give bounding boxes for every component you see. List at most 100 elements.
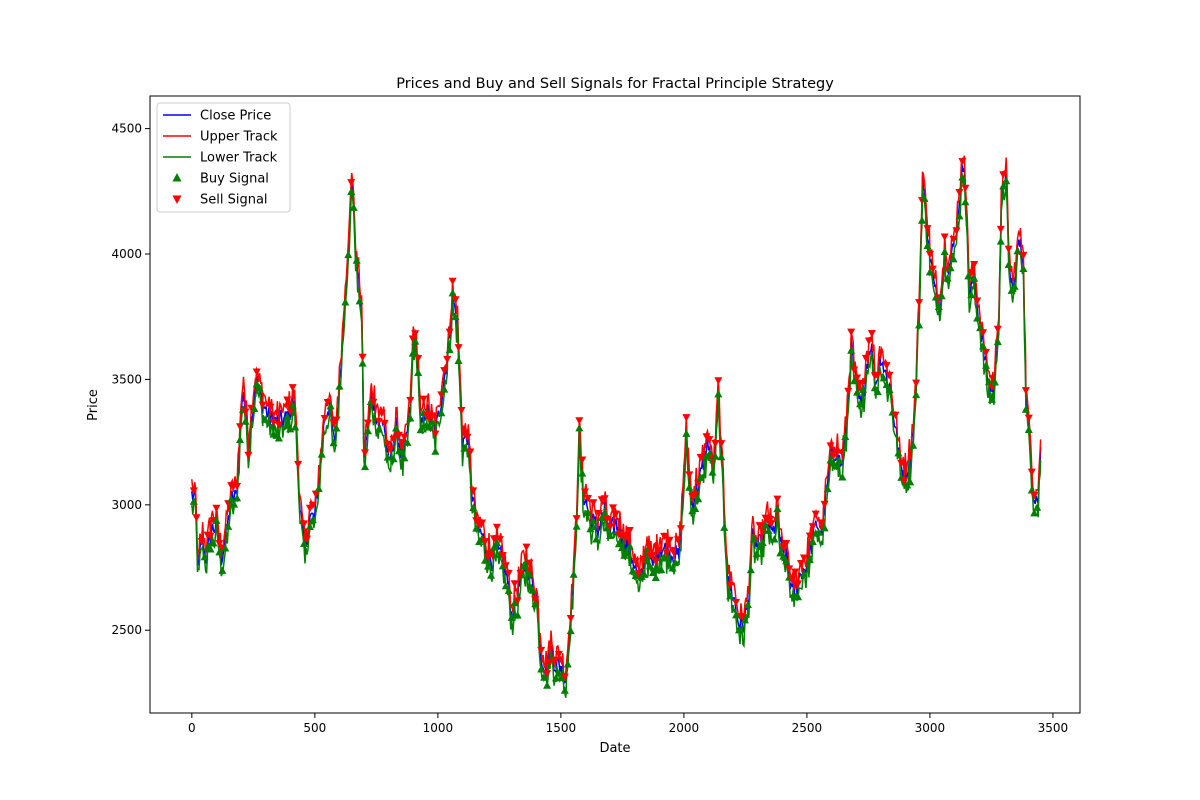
buy-signal-marker: [657, 565, 666, 574]
sell-signal-marker: [623, 533, 632, 542]
sell-signal-marker: [952, 227, 961, 235]
sell-signal-marker: [782, 539, 791, 548]
sell-signal-marker: [973, 297, 982, 305]
sell-signal-marker: [460, 429, 469, 438]
sell-signal-marker: [979, 329, 988, 337]
buy-signal-marker: [882, 380, 891, 388]
buy-signal-marker: [283, 412, 292, 420]
buy-signal-marker: [918, 216, 927, 224]
sell-signal-marker: [999, 171, 1008, 179]
buy-signal-marker: [200, 552, 209, 561]
buy-signal-marker: [856, 399, 865, 408]
buy-signal-marker: [209, 538, 218, 547]
sell-signal-marker: [685, 471, 694, 479]
sell-signal-marker: [631, 558, 640, 566]
buy-signal-marker: [961, 197, 970, 206]
sell-signal-marker: [406, 396, 415, 405]
buy-signal-marker: [758, 538, 767, 547]
sell-signal-marker: [448, 277, 457, 286]
sell-signal-marker: [603, 516, 612, 524]
y-tick-label: 2500: [111, 623, 142, 637]
sell-signal-marker: [811, 510, 820, 519]
buy-signal-marker: [288, 400, 297, 409]
sell-signal-marker: [940, 233, 949, 241]
buy-signal-marker: [406, 413, 415, 422]
sell-signal-marker: [383, 440, 392, 449]
buy-signal-marker: [934, 302, 943, 311]
buy-signal-marker: [341, 297, 350, 306]
buy-signal-marker: [999, 181, 1008, 190]
sell-signal-marker: [437, 391, 446, 399]
buy-signal-marker: [955, 211, 964, 220]
sell-signal-marker: [885, 371, 894, 380]
buy-signal-marker: [964, 271, 973, 280]
buy-signal-marker: [487, 571, 495, 579]
buy-signal-marker: [363, 426, 372, 435]
buy-signal-marker: [218, 566, 227, 574]
sell-signal-marker: [504, 569, 513, 578]
sell-signal-marker: [487, 550, 495, 558]
sell-signal-marker: [955, 188, 964, 197]
buy-signal-marker: [879, 373, 888, 382]
buy-signal-marker: [326, 401, 335, 410]
buy-signal-marker: [912, 390, 921, 399]
buy-signal-marker: [773, 504, 782, 513]
buy-signal-marker: [437, 408, 446, 417]
buy-signal-marker: [967, 290, 976, 299]
buy-signal-marker: [554, 669, 563, 677]
sell-signal-marker: [551, 656, 560, 665]
buy-signal-marker: [586, 524, 595, 533]
buy-signal-marker: [189, 497, 198, 505]
sell-signal-marker: [785, 565, 794, 573]
buy-signal-marker: [392, 424, 401, 432]
buy-signal-marker: [603, 523, 612, 532]
buy-signal-marker: [224, 522, 233, 530]
buy-signal-marker: [563, 659, 572, 668]
sell-signal-marker: [844, 387, 853, 396]
sell-signal-marker: [691, 491, 700, 499]
buy-signal-marker: [361, 462, 370, 471]
buy-signal-marker: [597, 513, 606, 522]
buy-signal-marker: [250, 404, 259, 412]
buy-signal-marker: [940, 247, 949, 256]
sell-signal-marker: [970, 261, 979, 269]
buy-signal-marker: [984, 377, 993, 386]
buy-signal-marker: [481, 556, 490, 564]
sell-signal-marker: [853, 374, 862, 382]
buy-signal-marker: [623, 549, 632, 557]
buy-signal-marker: [996, 237, 1005, 245]
buy-signal-marker: [314, 484, 323, 492]
buy-signal-marker: [510, 598, 519, 607]
sell-signal-marker: [489, 535, 498, 543]
sell-signal-marker: [498, 552, 507, 560]
buy-signal-marker: [808, 537, 817, 545]
sell-signal-marker: [522, 543, 531, 552]
sell-signal-marker: [463, 433, 472, 442]
buy-signal-marker: [923, 241, 932, 250]
sell-signal-marker: [662, 549, 671, 558]
buy-signal-marker: [1010, 282, 1019, 290]
buy-signal-marker: [519, 561, 528, 570]
buy-signal-marker: [472, 524, 481, 532]
x-tick-label: 2000: [669, 721, 700, 735]
legend-label: Buy Signal: [200, 172, 269, 187]
buy-signal-marker: [711, 452, 720, 460]
buy-signal-marker: [403, 438, 412, 446]
buy-signal-marker: [946, 263, 955, 272]
sell-signal-marker: [501, 562, 510, 570]
buy-signal-marker: [537, 664, 546, 673]
buy-signal-marker: [1024, 425, 1033, 433]
sell-signal-marker: [531, 596, 540, 604]
buy-signal-marker: [853, 388, 862, 396]
sell-signal-marker: [233, 482, 242, 491]
sell-signal-marker: [923, 225, 932, 233]
buy-signal-marker: [847, 346, 856, 354]
sell-signal-marker: [996, 225, 1005, 234]
sell-signal-marker: [773, 495, 782, 504]
buy-signal-marker: [823, 484, 832, 493]
buy-signal-marker: [305, 522, 314, 531]
buy-signal-marker: [937, 291, 946, 300]
sell-signal-marker: [791, 568, 800, 577]
y-axis: 2500 3000 3500 4000 4500: [111, 122, 150, 637]
sell-signal-marker: [668, 547, 677, 555]
